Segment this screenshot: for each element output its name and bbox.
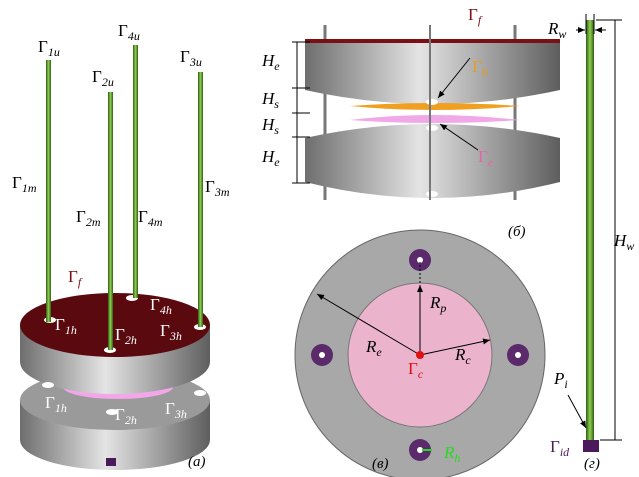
label: Γ3u (180, 47, 202, 69)
label-main: Γ (92, 67, 102, 86)
label-sub: 3h (169, 329, 182, 343)
label-main: P (553, 369, 564, 388)
label-sub: 2h (125, 333, 137, 347)
label: Γ3m (205, 177, 230, 199)
label-main: Γ (165, 399, 175, 418)
label-sub: c (465, 353, 471, 367)
label-sub: e (274, 155, 280, 169)
label-sub: id (560, 445, 570, 459)
label-sub: w (626, 239, 634, 253)
label-sub: 4h (160, 303, 172, 317)
label-main: R (547, 19, 559, 38)
label-main: Γ (180, 47, 190, 66)
panel-caption: (г) (584, 456, 600, 472)
label-main: R (443, 443, 455, 462)
label-sub: s (274, 123, 279, 137)
label-sub: e (274, 59, 280, 73)
label-sub: b (482, 65, 488, 79)
label-main: Γ (118, 21, 128, 40)
label-sub: 3u (189, 55, 202, 69)
label-sub: 4u (128, 29, 140, 43)
label-sub: e (488, 155, 494, 169)
label: He (261, 51, 280, 73)
label: Hs (261, 89, 279, 111)
label-main: Γ (478, 147, 488, 166)
label: Γ4m (138, 207, 163, 229)
label-main: Γ (115, 405, 125, 424)
label: Γ2u (92, 67, 114, 89)
label-sub: c (418, 367, 424, 381)
panel-caption: (б) (508, 224, 526, 240)
label: Γ4u (118, 21, 140, 43)
label-main: Γ (160, 321, 170, 340)
label-main: R (454, 345, 466, 364)
label: Γid (550, 437, 570, 459)
panel-c-drawing (295, 230, 545, 477)
label: He (261, 147, 280, 169)
label-main: Γ (472, 57, 482, 76)
label-main: Γ (150, 295, 160, 314)
label-main: Γ (38, 37, 48, 56)
label: Rw (547, 19, 566, 41)
label-main: Γ (205, 177, 215, 196)
label-sub: 1u (48, 45, 60, 59)
figure: (a)Γ1uΓ2uΓ4uΓ3uΓ1mΓ2mΓ4mΓ3mΓfΓ4hΓ1hΓ2hΓ3… (0, 0, 639, 477)
label: Γ1m (12, 173, 37, 195)
label-main: Γ (76, 207, 86, 226)
label-main: Γ (468, 5, 478, 24)
label: Hs (261, 115, 279, 137)
label-main: R (365, 337, 377, 356)
label-sub: h (454, 451, 460, 465)
label-sub: 2m (86, 215, 101, 229)
label-main: Γ (408, 359, 418, 378)
label-main: Γ (12, 173, 22, 192)
label-sub: 4m (148, 215, 163, 229)
label-sub: 2h (125, 413, 137, 427)
label-sub: w (558, 27, 566, 41)
label: Pi (553, 369, 568, 391)
label-sub: i (564, 377, 567, 391)
label-main: Γ (115, 325, 125, 344)
label-sub: 1m (22, 181, 37, 195)
panel-caption: (в) (372, 456, 389, 472)
label-sub: p (439, 301, 446, 315)
label: Γf (468, 5, 483, 27)
label: Γf (68, 267, 83, 289)
label-sub: s (274, 97, 279, 111)
label-sub: f (78, 275, 83, 289)
label-main: R (429, 293, 441, 312)
label-main: Γ (55, 315, 65, 334)
label-sub: f (478, 13, 483, 27)
label-main: Γ (550, 437, 560, 456)
label: Hw (613, 231, 634, 253)
panel-caption: (a) (188, 454, 206, 470)
label-sub: e (376, 345, 382, 359)
label-sub: 3m (214, 185, 230, 199)
label-main: Γ (68, 267, 78, 286)
label: Γ1u (38, 37, 60, 59)
label-sub: 2u (102, 75, 114, 89)
label-main: Γ (45, 393, 55, 412)
label-sub: 3h (174, 407, 187, 421)
label-sub: 1h (65, 323, 77, 337)
label: Γ2m (76, 207, 101, 229)
panel-b-drawing (292, 25, 560, 200)
label-main: Γ (138, 207, 148, 226)
label-sub: 1h (55, 401, 67, 415)
